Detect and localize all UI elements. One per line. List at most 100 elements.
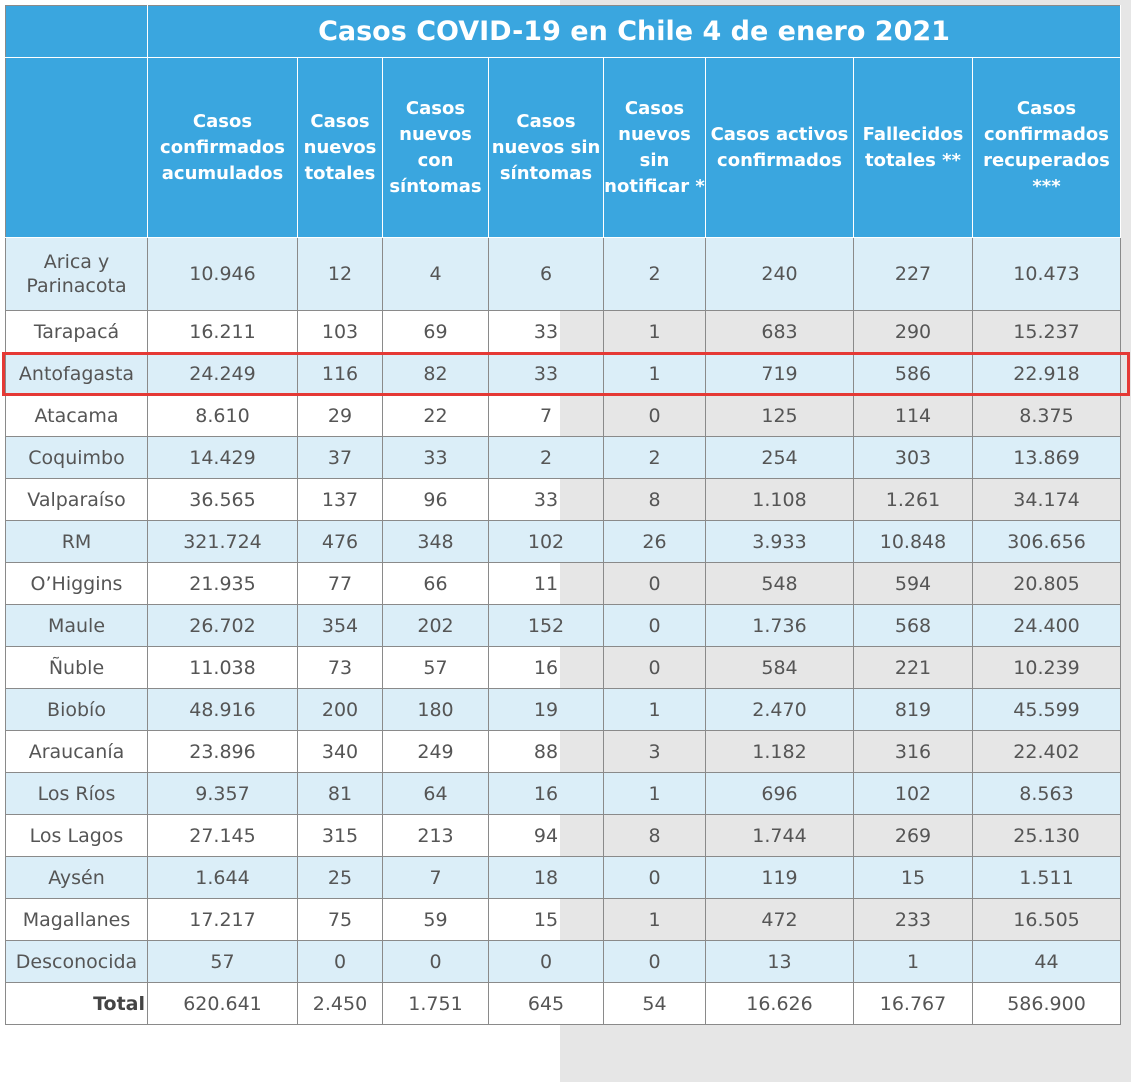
region-cell: RM (5, 520, 148, 563)
total-cell: 1.751 (382, 982, 489, 1025)
value-cell: 8 (603, 478, 706, 521)
table-row: Tarapacá 16.211 103 69 33 1 683 290 15.237 (5, 310, 1122, 353)
value-cell: 1.261 (853, 478, 973, 521)
value-cell: 0 (297, 940, 383, 983)
value-cell: 25.130 (971, 814, 1122, 857)
value-cell: 0 (603, 604, 706, 647)
value-cell: 8.375 (971, 394, 1122, 437)
table-row: RM 321.724 476 348 102 26 3.933 10.848 306.656 (5, 520, 1122, 563)
value-cell: 11.038 (147, 646, 298, 689)
value-cell: 2 (603, 436, 706, 479)
value-cell: 1 (603, 772, 706, 815)
value-cell: 26.702 (147, 604, 298, 647)
value-cell: 306.656 (971, 520, 1122, 563)
value-cell: 321.724 (147, 520, 298, 563)
value-cell: 102 (488, 520, 604, 563)
table-title: Casos COVID-19 en Chile 4 de enero 2021 (146, 5, 1122, 58)
value-cell: 16.505 (971, 898, 1122, 941)
region-cell: Maule (5, 604, 148, 647)
total-cell: 586.900 (971, 982, 1122, 1025)
value-cell: 17.217 (147, 898, 298, 941)
region-cell: Atacama (5, 394, 148, 437)
value-cell: 354 (297, 604, 383, 647)
value-cell: 1.744 (705, 814, 854, 857)
total-cell: 2.450 (297, 982, 383, 1025)
region-cell: Araucanía (5, 730, 148, 773)
value-cell: 254 (705, 436, 854, 479)
value-cell: 33 (488, 352, 604, 395)
value-cell: 340 (297, 730, 383, 773)
value-cell: 683 (705, 310, 854, 353)
value-cell: 21.935 (147, 562, 298, 605)
value-cell: 2.470 (705, 688, 854, 731)
value-cell: 29 (297, 394, 383, 437)
value-cell: 69 (382, 310, 489, 353)
value-cell: 7 (382, 856, 489, 899)
value-cell: 22 (382, 394, 489, 437)
value-cell: 1.108 (705, 478, 854, 521)
value-cell: 57 (382, 646, 489, 689)
value-cell: 348 (382, 520, 489, 563)
value-cell: 3.933 (705, 520, 854, 563)
value-cell: 64 (382, 772, 489, 815)
value-cell: 27.145 (147, 814, 298, 857)
value-cell: 33 (488, 310, 604, 353)
value-cell: 59 (382, 898, 489, 941)
value-cell: 33 (488, 478, 604, 521)
value-cell: 77 (297, 562, 383, 605)
table-row: Los Ríos 9.357 81 64 16 1 696 102 8.563 (5, 772, 1122, 815)
value-cell: 48.916 (147, 688, 298, 731)
value-cell: 3 (603, 730, 706, 773)
value-cell: 13 (705, 940, 854, 983)
region-cell: Magallanes (5, 898, 148, 941)
value-cell: 249 (382, 730, 489, 773)
value-cell: 102 (853, 772, 973, 815)
value-cell: 584 (705, 646, 854, 689)
value-cell: 0 (603, 562, 706, 605)
column-header: Casos nuevos sin síntomas (488, 57, 604, 238)
value-cell: 114 (853, 394, 973, 437)
value-cell: 8.563 (971, 772, 1122, 815)
value-cell: 303 (853, 436, 973, 479)
value-cell: 19 (488, 688, 604, 731)
value-cell: 315 (297, 814, 383, 857)
region-cell: Ñuble (5, 646, 148, 689)
region-cell: O’Higgins (5, 562, 148, 605)
column-header: Casos activos confirmados (705, 57, 854, 238)
value-cell: 103 (297, 310, 383, 353)
region-cell: Desconocida (5, 940, 148, 983)
value-cell: 11 (488, 562, 604, 605)
value-cell: 33 (382, 436, 489, 479)
region-cell: Coquimbo (5, 436, 148, 479)
table-row: Maule 26.702 354 202 152 0 1.736 568 24.400 (5, 604, 1122, 647)
table-row: Aysén 1.644 25 7 18 0 119 15 1.511 (5, 856, 1122, 899)
value-cell: 1 (603, 688, 706, 731)
region-cell: Aysén (5, 856, 148, 899)
region-cell: Valparaíso (5, 478, 148, 521)
table-row: Biobío 48.916 200 180 19 1 2.470 819 45.599 (5, 688, 1122, 731)
value-cell: 20.805 (971, 562, 1122, 605)
table-row: Ñuble 11.038 73 57 16 0 584 221 10.239 (5, 646, 1122, 689)
table-row: O’Higgins 21.935 77 66 11 0 548 594 20.805 (5, 562, 1122, 605)
value-cell: 7 (488, 394, 604, 437)
value-cell: 233 (853, 898, 973, 941)
region-cell: Biobío (5, 688, 148, 731)
value-cell: 1 (603, 352, 706, 395)
value-cell: 202 (382, 604, 489, 647)
value-cell: 0 (603, 646, 706, 689)
covid-table: Casos COVID-19 en Chile 4 de enero 2021 … (5, 5, 1122, 1025)
value-cell: 0 (488, 940, 604, 983)
value-cell: 8 (603, 814, 706, 857)
value-cell: 0 (603, 394, 706, 437)
value-cell: 119 (705, 856, 854, 899)
region-cell: Antofagasta (5, 352, 148, 395)
value-cell: 22.918 (971, 352, 1122, 395)
value-cell: 22.402 (971, 730, 1122, 773)
value-cell: 15.237 (971, 310, 1122, 353)
value-cell: 240 (705, 237, 854, 311)
table-row: Los Lagos 27.145 315 213 94 8 1.744 269 25.130 (5, 814, 1122, 857)
column-header: Casos nuevos totales (297, 57, 383, 238)
value-cell: 10.239 (971, 646, 1122, 689)
column-header: Casos nuevos con síntomas (382, 57, 489, 238)
value-cell: 10.473 (971, 237, 1122, 311)
